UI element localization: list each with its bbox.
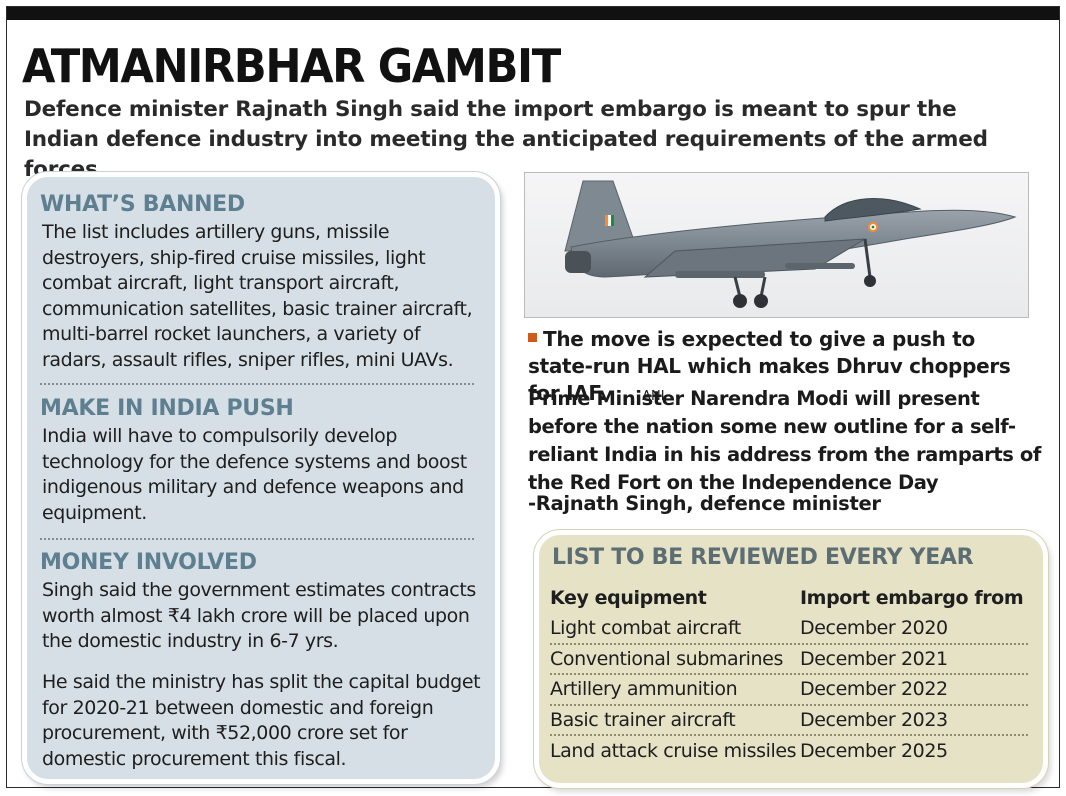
pull-quote: Prime Minister Narendra Modi will presen… [528, 387, 1041, 494]
section-body-make-in-india: India will have to compulsorily develop … [42, 425, 467, 524]
table-cell-date: December 2020 [800, 617, 948, 640]
fighter-jet-illustration [564, 180, 1017, 308]
section-body-whats-banned: The list includes artillery guns, missil… [42, 221, 473, 371]
aircraft-photo [524, 172, 1029, 318]
section-body-money-involved: Singh said the government estimates cont… [42, 579, 476, 652]
table-cell-equipment: Land attack cruise missiles [550, 740, 797, 763]
section-body-money-involved-2: He said the ministry has split the capit… [42, 671, 481, 770]
photo-caption: The move is expected to give a push to s… [528, 326, 1038, 410]
standfirst: Defence minister Rajnath Singh said the … [24, 97, 988, 182]
top-rule [6, 6, 1060, 20]
table-row: Light combat aircraft December 2020 [550, 614, 1028, 645]
table-cell-equipment: Conventional submarines [550, 647, 783, 670]
photo-credit: ANI [642, 389, 665, 404]
table-header-cell: Import embargo from [800, 587, 1024, 609]
table-row: Conventional submarines December 2021 [550, 645, 1028, 675]
table-row: Basic trainer aircraft December 2023 [550, 706, 1028, 736]
section-heading-whats-banned: WHAT’S BANNED [40, 192, 245, 217]
quote-attribution: -Rajnath Singh, defence minister [528, 492, 881, 515]
article-frame [6, 6, 1060, 788]
table-cell-date: December 2025 [800, 740, 948, 763]
table-cell-date: December 2023 [800, 708, 948, 731]
table-row: Artillery ammunition December 2022 [550, 675, 1028, 706]
embargo-table: Key equipment Import embargo from Light … [550, 582, 1028, 767]
section-heading-money-involved: MONEY INVOLVED [40, 550, 257, 575]
table-cell-date: December 2022 [800, 678, 948, 701]
review-table-panel [534, 530, 1048, 788]
caption-text: The move is expected to give a push to s… [528, 327, 1011, 405]
caption-bullet-icon [528, 333, 537, 342]
table-cell-equipment: Basic trainer aircraft [550, 708, 736, 731]
table-cell-equipment: Light combat aircraft [550, 617, 741, 640]
table-row: Land attack cruise missiles December 202… [550, 736, 1028, 767]
table-header-cell: Key equipment [550, 587, 707, 609]
section-divider [40, 538, 474, 540]
section-divider [40, 383, 474, 385]
section-heading-make-in-india: MAKE IN INDIA PUSH [40, 396, 294, 421]
table-title: LIST TO BE REVIEWED EVERY YEAR [552, 545, 974, 570]
info-panel [22, 172, 500, 784]
headline: ATMANIRBHAR GAMBIT [22, 39, 561, 93]
table-cell-equipment: Artillery ammunition [550, 678, 738, 701]
table-header-row: Key equipment Import embargo from [550, 582, 1028, 614]
table-cell-date: December 2021 [800, 647, 948, 670]
